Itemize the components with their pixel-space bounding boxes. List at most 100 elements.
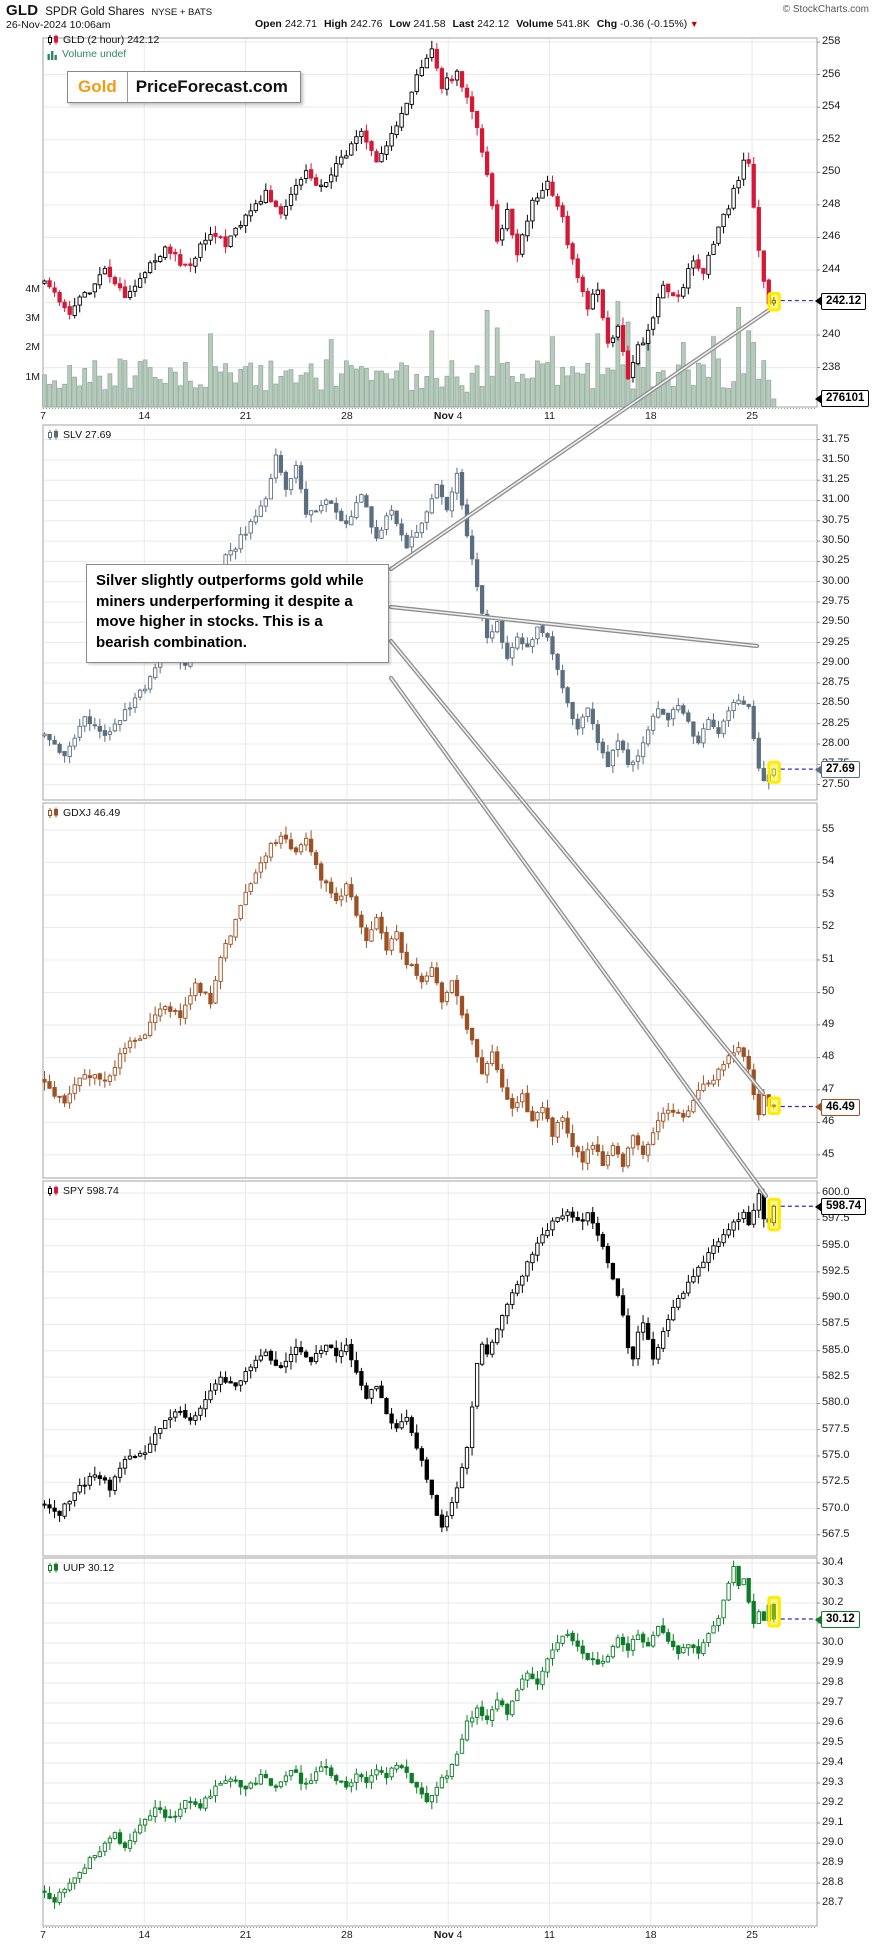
y-axis-tick-SPY: 567.5 [822, 1527, 850, 1540]
y-axis-tick-UUP: 29.0 [822, 1836, 844, 1848]
last-candle-highlight-UUP [767, 1595, 781, 1628]
y-axis-tick-SLV: 31.25 [822, 473, 850, 486]
quote-high: High 242.76 [323, 18, 383, 30]
y-axis-tick-GDXJ: 48 [822, 1050, 835, 1063]
legend-label: UUP 30.12 [63, 1562, 115, 1574]
y-axis-tick-UUP: 30.4 [822, 1556, 844, 1568]
y-axis-tick-SPY: 585.0 [822, 1343, 850, 1356]
logo-gold-text: Gold [68, 72, 128, 102]
price-tag-UUP: 30.12 [815, 1611, 860, 1628]
y-axis-tick-SPY: 592.5 [822, 1264, 850, 1277]
volume-tag-GLD: 276101 [814, 390, 870, 407]
y-axis-tick-SPY: 597.5 [822, 1212, 850, 1225]
x-axis-tick: 7 [40, 410, 46, 422]
chart-header: GLD SPDR Gold Shares NYSE + BATS [6, 2, 212, 19]
legend-label: SLV 27.69 [63, 429, 112, 441]
y-axis-tick-GLD: 254 [822, 100, 841, 113]
price-tag-GDXJ: 46.49 [815, 1098, 860, 1116]
candles-GLD [42, 40, 776, 383]
y-axis-tick-SLV: 30.75 [822, 513, 850, 526]
y-axis-tick-UUP: 30.3 [822, 1576, 844, 1588]
y-axis-tick-UUP: 29.1 [822, 1816, 844, 1828]
y-axis-tick-SLV: 29.75 [822, 594, 850, 607]
y-axis-tick-UUP: 29.6 [822, 1716, 844, 1728]
y-axis-tick-GLD: 240 [822, 328, 841, 341]
y-axis-tick-UUP: 29.2 [822, 1796, 844, 1808]
x-axis-tick: 11 [544, 410, 555, 422]
last-candle-highlight-GLD [767, 292, 781, 312]
candlestick-icon [48, 34, 58, 45]
volume-icon [47, 50, 57, 60]
x-axis-tick: 7 [40, 1929, 46, 1941]
candlestick-icon [48, 807, 58, 818]
quote-chg: Chg -0.36 (-0.15%) ▼ [596, 18, 699, 30]
y-axis-tick-UUP: 28.9 [822, 1856, 844, 1868]
annotation-callout-lines [388, 307, 772, 1199]
stockcharts-credit: © StockCharts.com [782, 4, 869, 15]
y-axis-tick-SLV: 28.50 [822, 696, 850, 709]
y-axis-tick-GLD: 258 [822, 35, 841, 48]
price-tag-SLV: 27.69 [815, 761, 860, 779]
y-axis-tick-SLV: 30.25 [822, 554, 850, 567]
y-axis-tick-UUP: 29.4 [822, 1756, 844, 1768]
y-axis-tick-GLD: 244 [822, 262, 841, 275]
legend-GDXJ: GDXJ 46.49 [47, 807, 120, 819]
y-axis-tick-SLV: 27.50 [822, 777, 850, 790]
candles-SLV [42, 448, 776, 790]
volume-axis-label: 4M [25, 282, 40, 295]
candlestick-icon [48, 1562, 58, 1573]
y-axis-tick-SPY: 570.0 [822, 1501, 850, 1514]
y-axis-tick-GLD: 248 [822, 197, 841, 210]
y-axis-tick-SLV: 28.00 [822, 736, 850, 749]
symbol-exchange: NYSE + BATS [151, 7, 213, 18]
goldpriceforecast-logo: Gold PriceForecast.com [67, 71, 301, 103]
y-axis-tick-SPY: 587.5 [822, 1317, 850, 1330]
y-axis-tick-GDXJ: 51 [822, 952, 835, 965]
y-axis-tick-SPY: 582.5 [822, 1370, 850, 1383]
panel-GDXJ [42, 802, 820, 1179]
legend-label: Volume undef [62, 48, 127, 60]
y-axis-tick-UUP: 28.7 [822, 1896, 844, 1908]
y-axis-tick-UUP: 30.2 [822, 1596, 844, 1608]
y-axis-tick-GLD: 238 [822, 360, 841, 373]
y-axis-tick-UUP: 29.9 [822, 1656, 844, 1668]
y-axis-tick-UUP: 30.0 [822, 1636, 844, 1648]
last-candle-highlight-SLV [767, 760, 781, 784]
candles-SPY [42, 1187, 776, 1533]
candles-UUP [42, 1560, 776, 1909]
price-tag-GLD: 242.12 [814, 292, 867, 310]
x-axis-tick: 11 [544, 1929, 555, 1941]
x-axis-tick: 14 [138, 1929, 151, 1941]
y-axis-tick-UUP: 29.3 [822, 1776, 844, 1788]
y-axis-tick-SLV: 31.75 [822, 432, 850, 445]
legend-volume: Volume undef [47, 48, 126, 60]
y-axis-tick-SPY: 595.0 [822, 1238, 850, 1251]
y-axis-tick-SLV: 29.50 [822, 615, 850, 628]
legend-GLD: GLD (2 hour) 242.12 [47, 34, 159, 46]
x-axis-tick: 18 [644, 410, 657, 422]
y-axis-tick-SLV: 28.25 [822, 716, 850, 729]
last-candle-highlight-SPY [767, 1197, 781, 1232]
candles-GDXJ [42, 826, 776, 1173]
legend-SLV: SLV 27.69 [47, 429, 111, 441]
y-axis-tick-SPY: 577.5 [822, 1422, 850, 1435]
quote-summary-row: Open 242.71 High 242.76 Low 241.58 Last 242.12 V… [255, 18, 699, 30]
panel-GLD [42, 37, 820, 408]
y-axis-tick-GLD: 252 [822, 132, 841, 145]
candlestick-icon [48, 429, 58, 440]
quote-open: Open 242.71 [255, 18, 317, 30]
quote-volume: Volume 541.8K [516, 18, 590, 30]
volume-axis-label: 2M [25, 341, 40, 354]
y-axis-tick-SPY: 600.0 [822, 1185, 850, 1198]
volume-bars [42, 301, 777, 408]
y-axis-tick-SLV: 29.25 [822, 635, 850, 648]
y-axis-tick-UUP: 28.8 [822, 1876, 844, 1888]
y-axis-tick-UUP: 29.8 [822, 1676, 844, 1688]
y-axis-tick-SLV: 31.00 [822, 493, 850, 506]
legend-label: GDXJ 46.49 [63, 807, 121, 819]
x-axis-tick: 28 [341, 1929, 353, 1941]
quote-last: Last 242.12 [452, 18, 510, 30]
y-axis-tick-GDXJ: 45 [822, 1147, 835, 1160]
symbol-name: SPDR Gold Shares [45, 6, 145, 18]
